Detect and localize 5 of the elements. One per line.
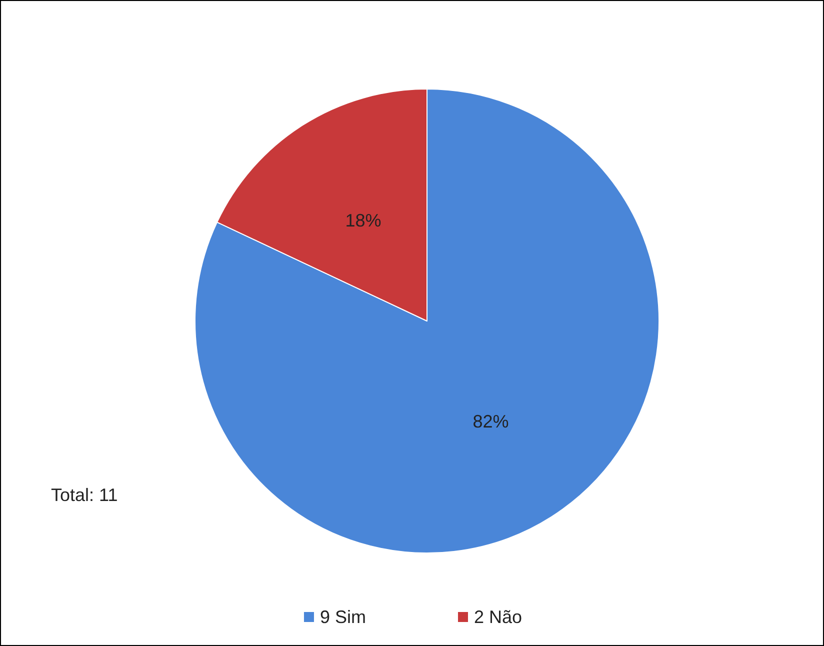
legend-label: 2 Não [474,607,522,627]
data-label: 82% [472,411,509,432]
text: Total: 11 [51,485,118,505]
data-label: 18% [345,210,382,231]
legend-label: 9 Sim [320,607,366,627]
